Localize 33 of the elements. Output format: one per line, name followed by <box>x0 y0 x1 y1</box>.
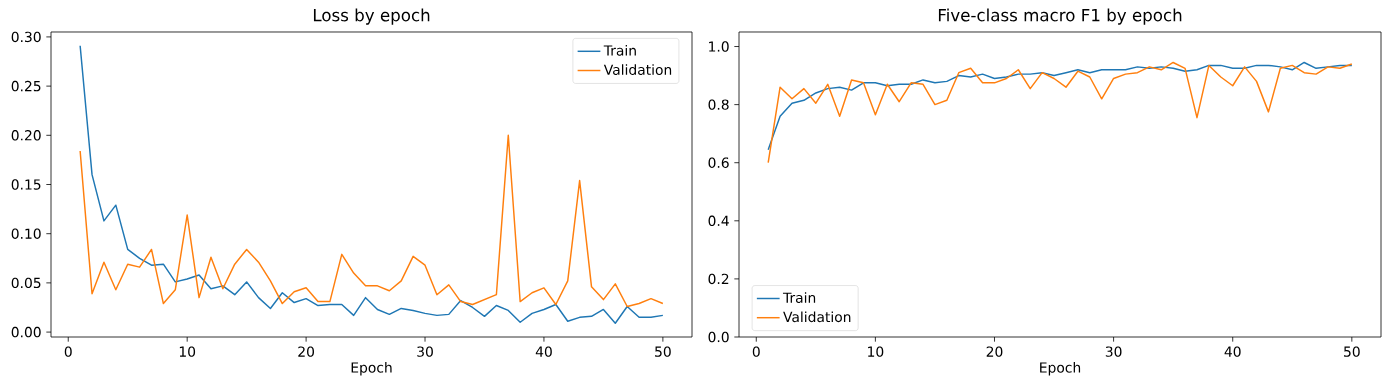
x-axis-title: Epoch <box>351 362 392 376</box>
legend-label: Train <box>603 45 636 56</box>
y-tick-label: 0.6 <box>708 157 729 168</box>
y-tick-label: 0.2 <box>708 273 729 285</box>
chart-title: Five-class macro F1 by epoch <box>938 8 1182 25</box>
x-tick-label: 30 <box>1105 346 1122 357</box>
legend-label: Validation <box>783 311 851 323</box>
legend-label: Validation <box>603 64 672 75</box>
y-tick-label: 0.20 <box>11 130 41 141</box>
x-tick-label: 20 <box>986 346 1003 357</box>
y-tick-label: 0.10 <box>11 228 41 239</box>
y-tick-label: 0.05 <box>11 277 41 289</box>
y-tick-label: 0.25 <box>11 80 41 92</box>
x-tick-label: 40 <box>535 346 552 357</box>
legend-label: Train <box>782 292 816 303</box>
x-tick-label: 50 <box>1344 346 1360 357</box>
y-tick-label: 1.0 <box>709 41 729 52</box>
x-tick-label: 40 <box>1224 346 1241 357</box>
y-tick-label: 0.30 <box>11 31 41 43</box>
y-tick-label: 0.0 <box>708 331 729 343</box>
y-tick-label: 0.15 <box>11 179 41 190</box>
x-tick-label: 0 <box>752 346 760 357</box>
y-tick-label: 0.00 <box>11 326 41 338</box>
x-tick-label: 10 <box>868 346 884 357</box>
chart-title: Loss by epoch <box>313 8 430 25</box>
x-tick-label: 30 <box>417 346 433 357</box>
x-tick-label: 20 <box>298 346 314 357</box>
x-axis-title: Epoch <box>1040 362 1081 376</box>
x-tick-label: 50 <box>655 346 671 357</box>
y-tick-label: 0.4 <box>708 215 729 227</box>
x-tick-label: 0 <box>64 346 72 357</box>
y-tick-label: 0.8 <box>708 99 729 110</box>
x-tick-label: 10 <box>179 346 196 357</box>
